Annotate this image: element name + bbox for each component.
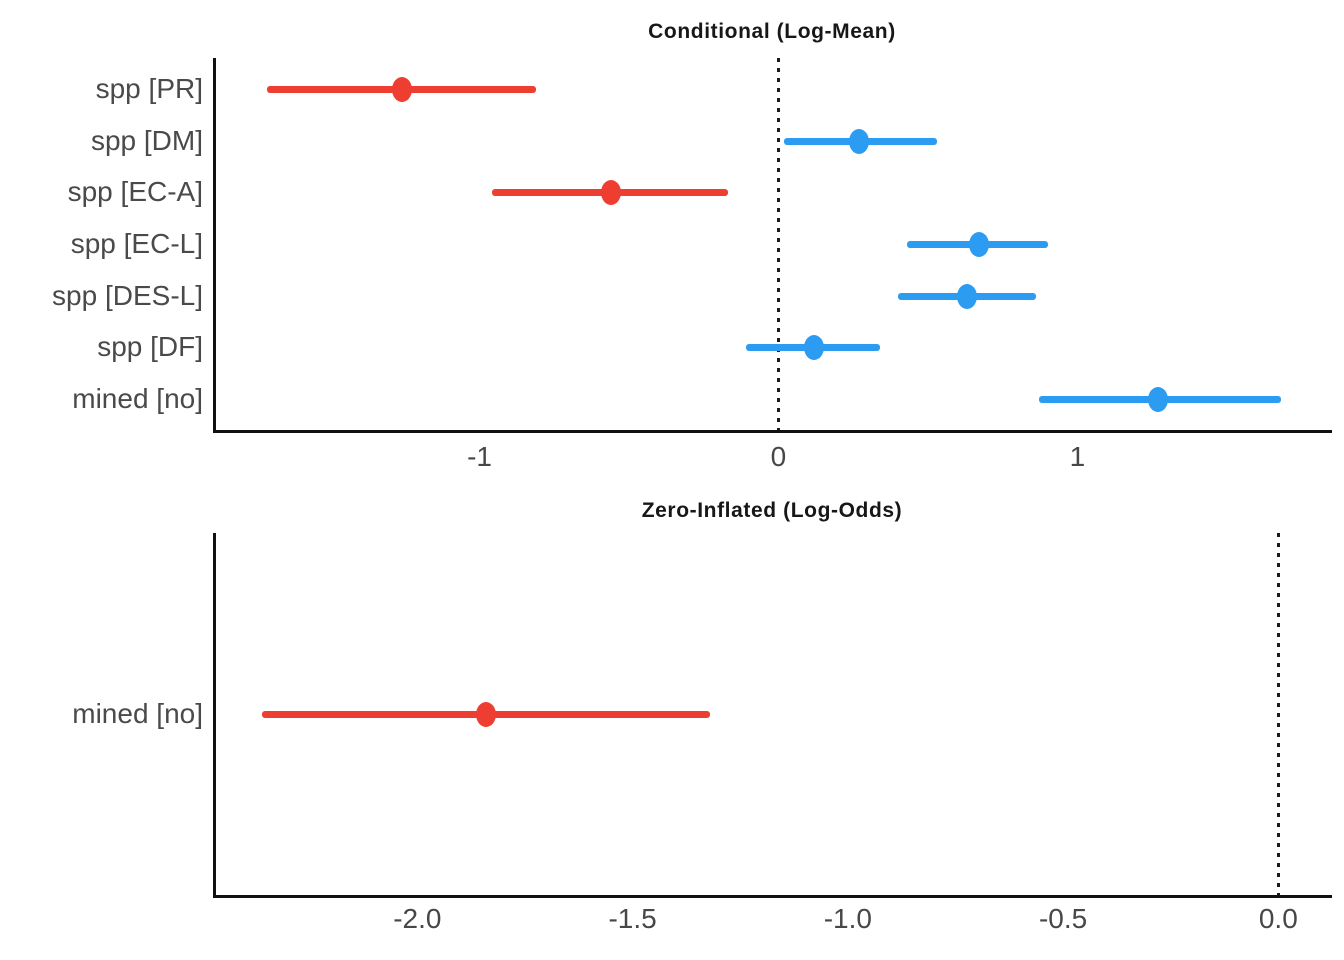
panel-title-conditional: Conditional (Log-Mean) xyxy=(648,20,896,43)
point-estimate xyxy=(804,335,825,361)
x-tick-label: -1 xyxy=(467,441,492,472)
point-estimate xyxy=(601,180,622,206)
x-tick-label: -0.5 xyxy=(1038,903,1088,934)
y-axis-label: mined [no] xyxy=(72,383,203,414)
point-estimate xyxy=(1148,387,1169,412)
y-axis-label: mined [no] xyxy=(72,698,203,729)
x-axis-line xyxy=(213,430,1332,433)
x-tick-label: -2.0 xyxy=(393,903,442,934)
point-estimate xyxy=(968,232,989,257)
x-tick-label: 1 xyxy=(1069,441,1086,472)
point-estimate xyxy=(849,128,870,154)
zero-reference-line xyxy=(777,58,780,430)
x-tick-label: -1.0 xyxy=(823,903,872,934)
y-axis-label: spp [DF] xyxy=(97,331,203,363)
x-axis-line xyxy=(213,895,1332,898)
y-axis-label: spp [EC-A] xyxy=(67,176,203,208)
y-axis-label: spp [EC-L] xyxy=(70,228,203,259)
point-estimate xyxy=(956,283,977,309)
point-estimate xyxy=(476,702,497,727)
y-axis-label: spp [PR] xyxy=(95,73,203,104)
x-tick-label: 0.0 xyxy=(1258,903,1298,934)
x-tick-label: -1.5 xyxy=(608,903,657,934)
y-axis-label: spp [DM] xyxy=(90,124,203,156)
y-axis-label: spp [DES-L] xyxy=(52,279,203,311)
x-tick-label: 0 xyxy=(770,441,787,472)
point-estimate xyxy=(391,77,412,102)
y-axis-line xyxy=(213,58,216,433)
panel-title-zero-inflated: Zero-Inflated (Log-Odds) xyxy=(641,499,903,522)
zero-reference-line xyxy=(1277,533,1280,895)
y-axis-line xyxy=(213,533,216,898)
